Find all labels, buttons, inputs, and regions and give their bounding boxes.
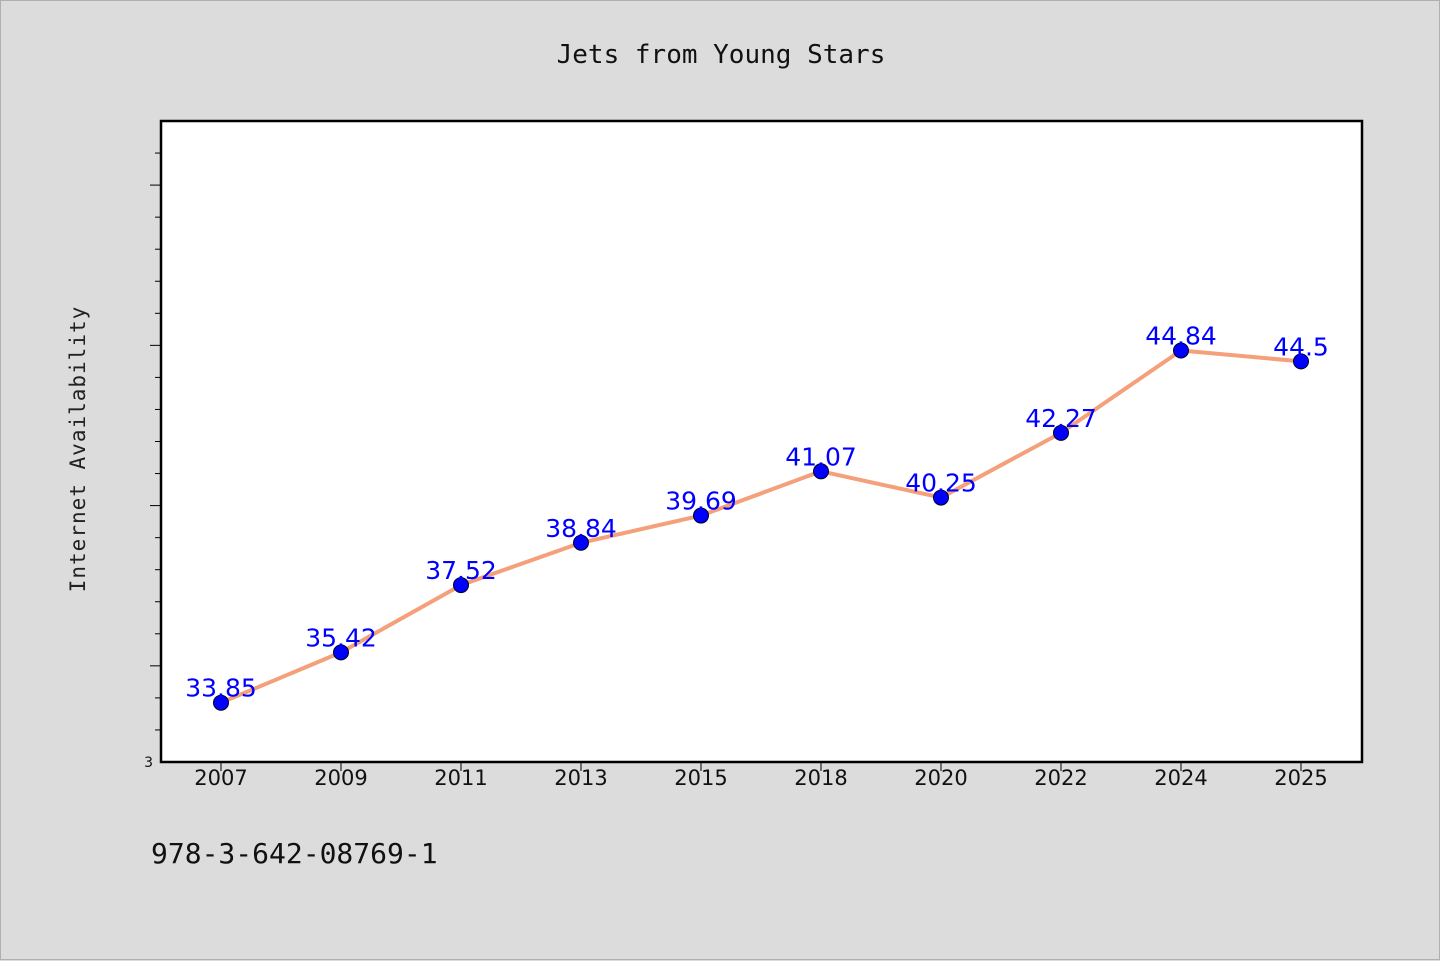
x-axis-ticks: 2007 2009 2011 2013 2015 2018 2020 2022 2024 2025	[194, 762, 1328, 790]
x-tick-label: 2024	[1154, 766, 1207, 790]
data-point	[693, 507, 709, 524]
data-label: 39.69	[665, 487, 737, 516]
x-tick-label: 2022	[1034, 766, 1087, 790]
series-line-group	[220, 348, 1302, 705]
plot-area	[159, 119, 1364, 764]
data-label: 42.27	[1025, 404, 1097, 433]
x-tick-label: 2013	[554, 766, 607, 790]
data-point	[933, 489, 949, 506]
x-tick-label: 2011	[434, 766, 487, 790]
y-axis-ticks: 3	[144, 152, 161, 771]
data-label: 40.25	[905, 469, 977, 498]
x-tick-label: 2015	[674, 766, 727, 790]
y-tick-label: 3	[144, 755, 153, 771]
data-label: 44.5	[1273, 332, 1329, 361]
x-tick-label: 2007	[194, 766, 247, 790]
data-point	[813, 463, 829, 480]
data-point	[1293, 353, 1309, 370]
data-label: 37.52	[425, 556, 497, 585]
data-point	[1173, 342, 1189, 359]
x-tick-label: 2018	[794, 766, 847, 790]
data-point	[213, 694, 229, 711]
data-label: 35.42	[305, 623, 377, 652]
data-point	[333, 644, 349, 661]
data-points	[213, 342, 1309, 711]
data-labels: 33.85 35.42 37.52 38.84 39.69 41.07 40.25 42.27…	[185, 321, 1329, 702]
x-tick-label: 2020	[914, 766, 967, 790]
data-label: 38.84	[545, 514, 617, 543]
x-tick-label: 2009	[314, 766, 367, 790]
y-axis-label: Internet Availability	[66, 306, 90, 593]
series-line	[220, 348, 1302, 705]
data-label: 44.84	[1145, 321, 1217, 350]
data-label: 41.07	[785, 442, 857, 471]
footer-isbn: 978-3-642-08769-1	[151, 837, 438, 870]
x-tick-label: 2025	[1274, 766, 1327, 790]
chart-title: Jets from Young Stars	[557, 40, 886, 70]
data-label: 33.85	[185, 674, 257, 703]
data-point	[573, 534, 589, 551]
data-point	[1053, 424, 1069, 441]
data-point	[453, 577, 469, 594]
